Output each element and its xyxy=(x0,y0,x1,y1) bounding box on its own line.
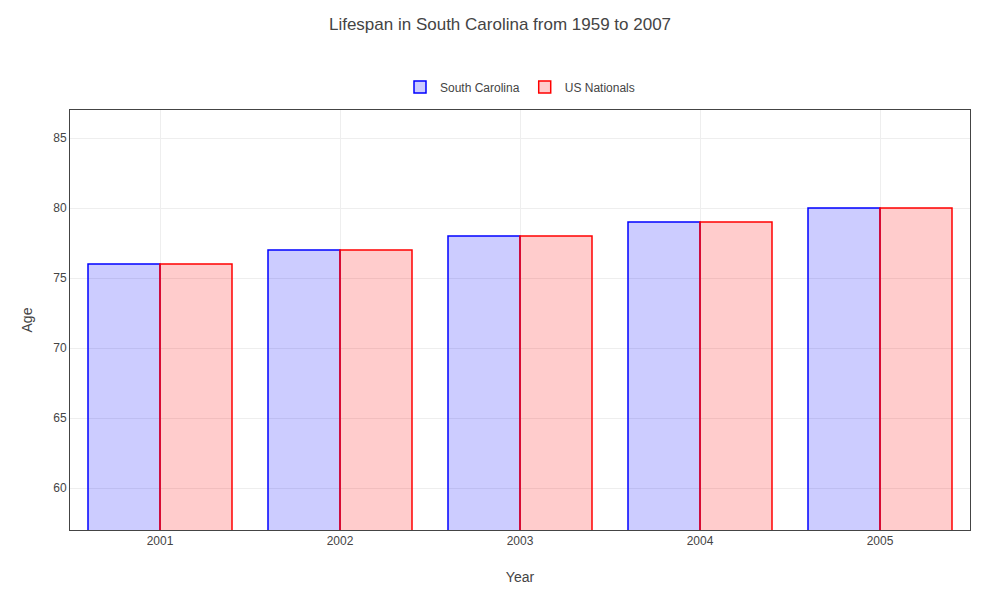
svg-text:Age: Age xyxy=(19,307,35,332)
svg-text:2005: 2005 xyxy=(867,534,894,548)
svg-text:75: 75 xyxy=(53,271,67,285)
svg-text:2001: 2001 xyxy=(147,534,174,548)
svg-text:80: 80 xyxy=(53,201,67,215)
svg-text:2004: 2004 xyxy=(687,534,714,548)
svg-text:70: 70 xyxy=(53,341,67,355)
svg-text:60: 60 xyxy=(53,481,67,495)
svg-text:65: 65 xyxy=(53,411,67,425)
svg-text:85: 85 xyxy=(53,131,67,145)
svg-text:South Carolina: South Carolina xyxy=(440,81,520,95)
svg-text:2003: 2003 xyxy=(507,534,534,548)
svg-text:Year: Year xyxy=(506,569,535,585)
svg-text:2002: 2002 xyxy=(327,534,354,548)
svg-text:US Nationals: US Nationals xyxy=(565,81,635,95)
svg-text:Lifespan in South Carolina fro: Lifespan in South Carolina from 1959 to … xyxy=(329,15,671,34)
